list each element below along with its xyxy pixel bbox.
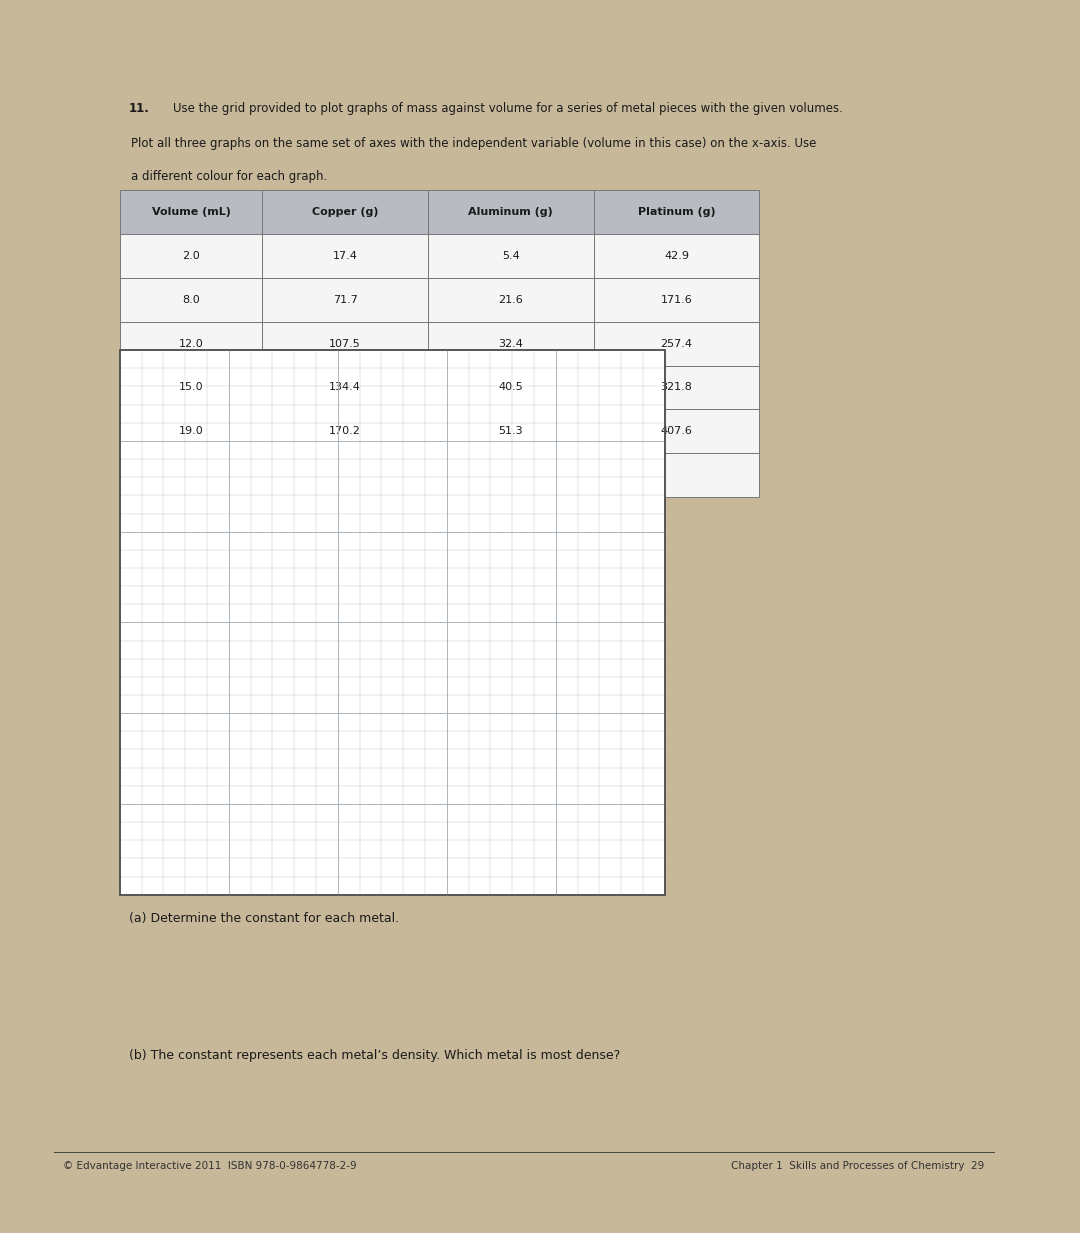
Bar	[428, 454, 594, 497]
Bar	[120, 454, 262, 497]
Text: 11.: 11.	[130, 101, 150, 115]
Text: 257.4: 257.4	[661, 339, 692, 349]
Bar	[594, 322, 759, 365]
Bar	[594, 409, 759, 454]
Text: Copper (g): Copper (g)	[312, 207, 378, 217]
Bar	[120, 190, 262, 234]
Bar	[262, 322, 428, 365]
Text: 12.0: 12.0	[178, 339, 203, 349]
Text: 42.9: 42.9	[664, 252, 689, 261]
Bar	[428, 409, 594, 454]
Text: a different colour for each graph.: a different colour for each graph.	[131, 170, 327, 184]
Text: (a) Determine the constant for each metal.: (a) Determine the constant for each meta…	[130, 912, 400, 926]
Text: 107.5: 107.5	[329, 339, 361, 349]
Text: 17.4: 17.4	[333, 252, 357, 261]
Bar	[594, 454, 759, 497]
Text: 51.3: 51.3	[499, 427, 523, 436]
Bar	[120, 350, 664, 895]
Text: 171.6: 171.6	[661, 295, 692, 305]
Text: 170.2: 170.2	[329, 427, 361, 436]
Text: Volume (mL): Volume (mL)	[151, 207, 230, 217]
Text: Chapter 1  Skills and Processes of Chemistry  29: Chapter 1 Skills and Processes of Chemis…	[731, 1161, 984, 1171]
Text: 71.7: 71.7	[333, 295, 357, 305]
Bar	[262, 365, 428, 409]
Bar	[594, 277, 759, 322]
Bar	[262, 454, 428, 497]
Bar	[120, 350, 664, 895]
Bar	[594, 365, 759, 409]
Bar	[120, 277, 262, 322]
Text: © Edvantage Interactive 2011  ISBN 978-0-9864778-2-9: © Edvantage Interactive 2011 ISBN 978-0-…	[64, 1161, 357, 1171]
Bar	[428, 322, 594, 365]
Text: 2.0: 2.0	[183, 252, 200, 261]
Bar	[120, 234, 262, 277]
Text: 8.0: 8.0	[183, 295, 200, 305]
Text: 321.8: 321.8	[661, 382, 692, 392]
Text: 5.4: 5.4	[502, 252, 519, 261]
Bar	[120, 322, 262, 365]
Text: 40.5: 40.5	[498, 382, 523, 392]
Bar	[120, 409, 262, 454]
Bar	[428, 365, 594, 409]
Text: Plot all three graphs on the same set of axes with the independent variable (vol: Plot all three graphs on the same set of…	[131, 137, 816, 150]
Bar	[428, 234, 594, 277]
Bar	[120, 365, 262, 409]
Text: 15.0: 15.0	[178, 382, 203, 392]
Bar	[262, 190, 428, 234]
Bar	[262, 277, 428, 322]
Text: 134.4: 134.4	[329, 382, 361, 392]
Bar	[594, 234, 759, 277]
Bar	[428, 277, 594, 322]
Text: 21.6: 21.6	[498, 295, 523, 305]
Text: 407.6: 407.6	[661, 427, 692, 436]
Text: 19.0: 19.0	[178, 427, 203, 436]
Text: Use the grid provided to plot graphs of mass against volume for a series of meta: Use the grid provided to plot graphs of …	[173, 101, 843, 115]
Text: Aluminum (g): Aluminum (g)	[469, 207, 553, 217]
Text: Platinum (g): Platinum (g)	[637, 207, 715, 217]
Bar	[428, 190, 594, 234]
Text: 32.4: 32.4	[498, 339, 523, 349]
Bar	[594, 190, 759, 234]
Text: (b) The constant represents each metal’s density. Which metal is most dense?: (b) The constant represents each metal’s…	[130, 1048, 620, 1062]
Bar	[262, 409, 428, 454]
Bar	[262, 234, 428, 277]
